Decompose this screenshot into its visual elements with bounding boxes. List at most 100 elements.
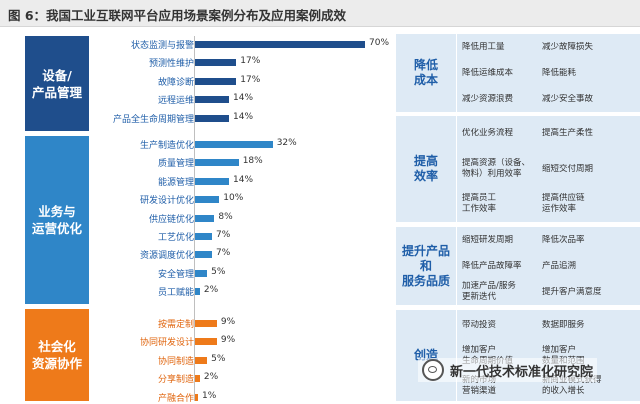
data-label: 1% bbox=[202, 390, 217, 401]
benefit-item: 提升客户满意度 bbox=[542, 286, 602, 297]
bar bbox=[195, 375, 200, 383]
data-label: 14% bbox=[233, 174, 254, 185]
bar bbox=[195, 59, 237, 67]
bar bbox=[195, 233, 212, 240]
benefit-item: 降低运维成本 bbox=[462, 67, 514, 78]
bar bbox=[195, 269, 208, 277]
watermark-text: 新一代技术标准化研究院 bbox=[450, 364, 594, 380]
bar bbox=[195, 159, 239, 167]
data-label: 17% bbox=[240, 56, 261, 67]
data-label: 9% bbox=[220, 317, 236, 327]
category-label: 生产制造优化 bbox=[139, 141, 194, 151]
benefit-item: 提高员工 工作效率 bbox=[462, 193, 497, 215]
benefit-item: 优化业务流程 bbox=[462, 128, 514, 139]
bar bbox=[195, 177, 229, 185]
panel-divider bbox=[456, 116, 457, 222]
benefit-item: 提高资源（设备、 物料）利用效率 bbox=[462, 158, 531, 179]
benefit-item: 减少故障损失 bbox=[542, 41, 594, 52]
category-label: 工艺优化 bbox=[157, 233, 194, 243]
group-label-box: 设备/ 产品管理 bbox=[25, 36, 89, 131]
figure-title-bar: 图 6：我国工业互联网平台应用场景案例分布及应用案例成效 bbox=[0, 0, 640, 27]
group-label-box: 业务与 运营优化 bbox=[25, 136, 89, 304]
data-label: 8% bbox=[218, 211, 233, 222]
data-label: 2% bbox=[203, 285, 219, 296]
panel-divider bbox=[456, 34, 457, 112]
category-label: 协同制造 bbox=[157, 356, 194, 367]
bar bbox=[195, 393, 198, 401]
wechat-icon bbox=[422, 359, 444, 381]
panel-divider bbox=[456, 310, 457, 401]
bar bbox=[195, 356, 208, 364]
benefit-panel: 降低 成本 降低用工量 减少故障损失降低运维成本 降低能耗减少资源浪费 减少安全事故 bbox=[396, 34, 640, 112]
data-label: 2% bbox=[203, 372, 219, 383]
benefit-item: 加速产品/服务 更新迭代 bbox=[462, 281, 516, 302]
group-label-box: 社会化 资源协作 bbox=[25, 309, 89, 401]
data-label: 5% bbox=[211, 266, 226, 277]
category-label: 状态监测与报警 bbox=[130, 41, 194, 51]
benefit-panel: 提高 效率 优化业务流程 提高生产柔性提高资源（设备、 物料）利用效率 缩短交付周期提… bbox=[396, 116, 640, 222]
benefit-item: 缩短研发周期 bbox=[462, 234, 514, 245]
group-label: 设备/ 产品管理 bbox=[31, 67, 82, 100]
benefit-item: 提高生产柔性 bbox=[542, 128, 594, 139]
bar bbox=[195, 196, 220, 204]
bar bbox=[195, 320, 217, 327]
category-label: 预测性维护 bbox=[148, 59, 194, 70]
benefit-item: 提高供应链 运作效率 bbox=[542, 193, 585, 215]
bar bbox=[195, 41, 365, 48]
bar bbox=[195, 141, 273, 148]
bar bbox=[195, 96, 229, 104]
category-label: 能源管理 bbox=[157, 177, 194, 188]
watermark: 新一代技术标准化研究院 bbox=[418, 358, 598, 382]
bar bbox=[195, 251, 212, 259]
data-label: 32% bbox=[276, 138, 297, 148]
data-label: 70% bbox=[369, 38, 390, 48]
benefit-category: 降低 成本 bbox=[396, 34, 456, 112]
y-axis-line bbox=[194, 36, 195, 401]
data-label: 14% bbox=[233, 93, 254, 104]
group-label: 业务与 运营优化 bbox=[31, 204, 82, 236]
benefit-category: 提升产品 和 服务品质 bbox=[396, 227, 456, 305]
category-label: 质量管理 bbox=[157, 159, 194, 170]
bar bbox=[195, 288, 200, 296]
category-label: 远程运维 bbox=[157, 96, 194, 107]
category-label: 协同研发设计 bbox=[139, 338, 194, 349]
benefit-category-label: 提升产品 和 服务品质 bbox=[401, 243, 450, 288]
category-label: 员工赋能 bbox=[157, 288, 194, 299]
category-label: 研发设计优化 bbox=[139, 196, 194, 207]
category-label: 按需定制 bbox=[157, 320, 194, 330]
figure-title: 图 6：我国工业互联网平台应用场景案例分布及应用案例成效 bbox=[8, 8, 347, 23]
panel-divider bbox=[456, 227, 457, 305]
data-label: 7% bbox=[216, 230, 231, 240]
benefit-item: 减少安全事故 bbox=[542, 93, 594, 104]
benefit-category-label: 提高 效率 bbox=[413, 154, 438, 183]
data-label: 9% bbox=[220, 335, 236, 346]
category-label: 分享制造 bbox=[157, 375, 194, 386]
data-label: 7% bbox=[216, 248, 231, 259]
category-label: 资源调度优化 bbox=[139, 251, 194, 262]
data-label: 17% bbox=[240, 74, 261, 85]
category-label: 产融合作 bbox=[157, 393, 194, 404]
benefit-category-label: 降低 成本 bbox=[413, 58, 438, 87]
category-label: 供应链优化 bbox=[148, 214, 194, 225]
benefit-category: 创造 bbox=[396, 310, 456, 401]
benefit-category: 提高 效率 bbox=[396, 116, 456, 222]
bar bbox=[195, 114, 229, 122]
benefit-item: 数据即服务 bbox=[542, 319, 585, 330]
benefit-panel: 提升产品 和 服务品质 缩短研发周期 降低次品率降低产品故障率 产品追溯加速产品/服务… bbox=[396, 227, 640, 305]
benefit-item: 降低次品率 bbox=[542, 234, 585, 245]
category-label: 故障诊断 bbox=[157, 77, 194, 88]
benefit-item: 降低产品故障率 bbox=[462, 260, 522, 271]
benefit-item: 缩短交付周期 bbox=[542, 163, 594, 174]
benefit-item: 降低用工量 bbox=[462, 41, 505, 52]
benefit-item: 产品追溯 bbox=[542, 260, 577, 271]
benefit-item: 减少资源浪费 bbox=[462, 93, 514, 104]
data-label: 18% bbox=[242, 156, 263, 167]
benefit-item: 降低能耗 bbox=[542, 67, 577, 78]
category-label: 安全管理 bbox=[157, 269, 194, 280]
bar bbox=[195, 77, 237, 85]
data-label: 5% bbox=[211, 353, 226, 364]
category-label: 产品全生命周期管理 bbox=[112, 114, 194, 125]
data-label: 14% bbox=[233, 111, 254, 122]
group-label: 社会化 资源协作 bbox=[31, 339, 82, 371]
